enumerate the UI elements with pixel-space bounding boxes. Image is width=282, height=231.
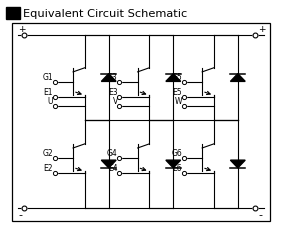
Polygon shape [230, 74, 245, 82]
Text: G3: G3 [107, 72, 118, 81]
Polygon shape [101, 74, 116, 82]
Text: E1: E1 [44, 87, 53, 96]
Text: G2: G2 [43, 148, 53, 157]
Text: U: U [48, 97, 53, 106]
Bar [6, 8, 20, 20]
Polygon shape [101, 161, 116, 168]
Text: +: + [18, 25, 26, 34]
Text: -: - [18, 210, 22, 220]
Text: +: + [258, 25, 266, 34]
Text: G6: G6 [171, 148, 182, 157]
Text: -: - [258, 210, 262, 220]
Polygon shape [230, 161, 245, 168]
Text: E3: E3 [108, 87, 118, 96]
Polygon shape [166, 74, 181, 82]
Text: Equivalent Circuit Schematic: Equivalent Circuit Schematic [23, 9, 187, 19]
Text: E4: E4 [108, 163, 118, 172]
Text: G4: G4 [107, 148, 118, 157]
Text: W: W [175, 97, 182, 106]
Polygon shape [166, 161, 181, 168]
Text: G1: G1 [43, 72, 53, 81]
Text: E5: E5 [173, 87, 182, 96]
Text: E6: E6 [173, 163, 182, 172]
Text: G5: G5 [171, 72, 182, 81]
Text: E2: E2 [44, 163, 53, 172]
Text: V: V [113, 97, 118, 106]
